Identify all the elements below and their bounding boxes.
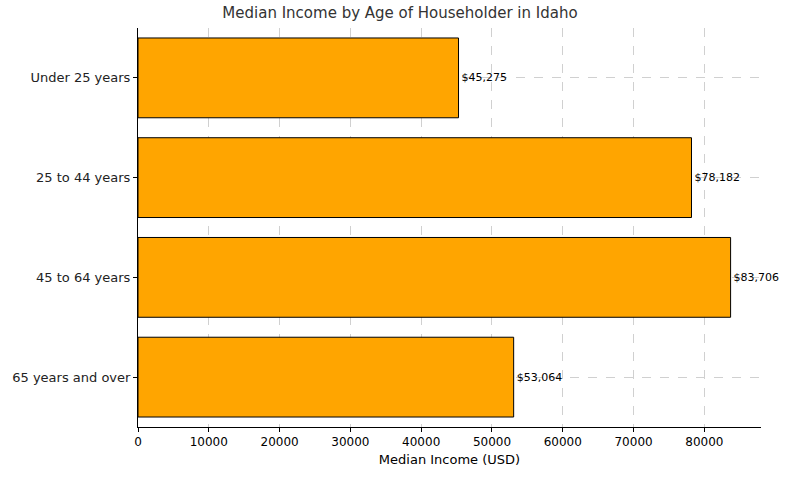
svg-text:65 years and over: 65 years and over — [12, 370, 131, 385]
svg-text:$45,275: $45,275 — [462, 71, 508, 84]
svg-text:0: 0 — [134, 435, 142, 449]
svg-text:$83,706: $83,706 — [734, 271, 780, 284]
svg-text:60000: 60000 — [544, 435, 582, 449]
svg-text:50000: 50000 — [473, 435, 511, 449]
svg-text:45 to 64 years: 45 to 64 years — [36, 270, 131, 285]
svg-text:30000: 30000 — [331, 435, 369, 449]
svg-text:20000: 20000 — [260, 435, 298, 449]
svg-text:$78,182: $78,182 — [694, 171, 740, 184]
svg-text:25 to 44 years: 25 to 44 years — [36, 170, 131, 185]
svg-text:Median Income (USD): Median Income (USD) — [379, 452, 520, 467]
svg-text:Under 25 years: Under 25 years — [30, 70, 130, 85]
svg-text:10000: 10000 — [190, 435, 228, 449]
svg-text:40000: 40000 — [402, 435, 440, 449]
svg-text:$53,064: $53,064 — [517, 371, 563, 384]
svg-text:Median Income by Age of Househ: Median Income by Age of Householder in I… — [222, 4, 577, 22]
svg-text:70000: 70000 — [614, 435, 652, 449]
svg-text:80000: 80000 — [685, 435, 723, 449]
